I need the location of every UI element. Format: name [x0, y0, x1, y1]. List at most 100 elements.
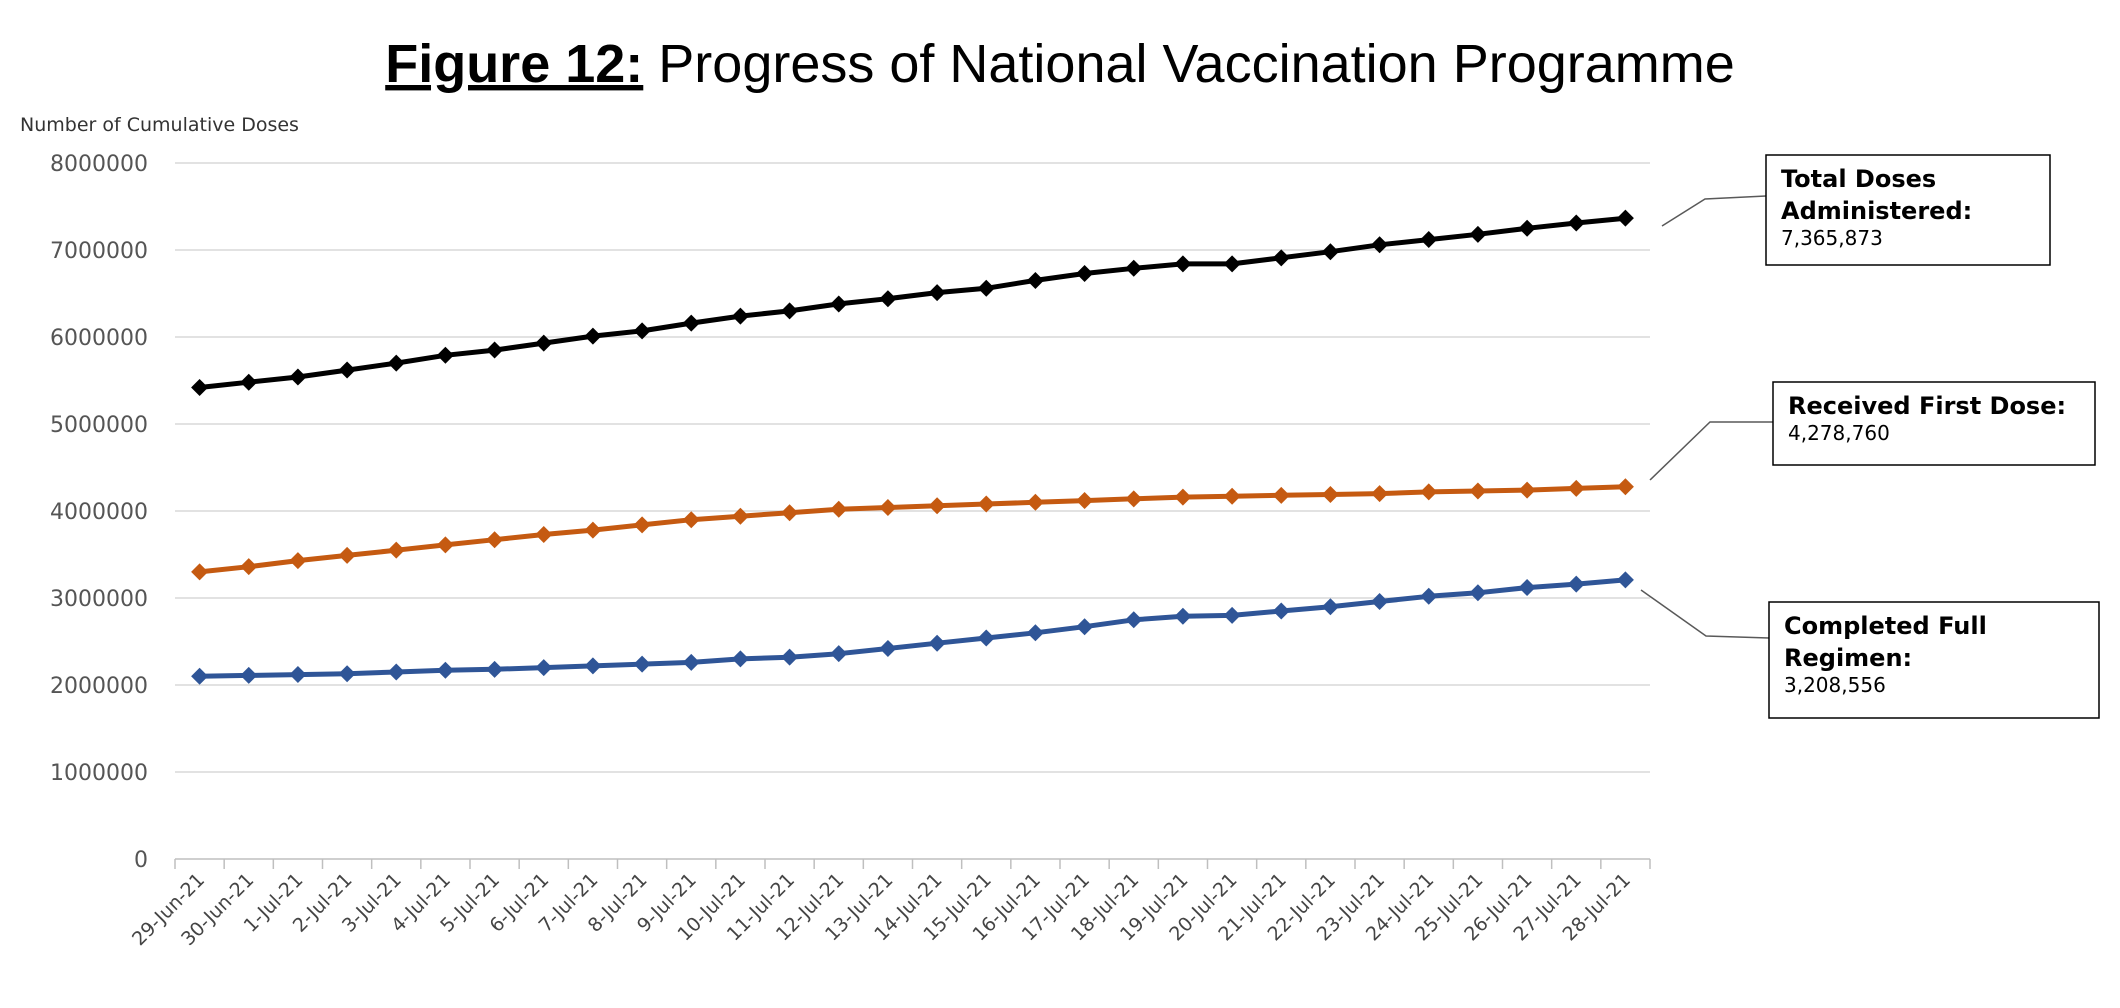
data-point-first: [1223, 487, 1241, 505]
data-point-total: [731, 307, 749, 325]
data-point-total: [1469, 225, 1487, 243]
data-point-full: [1076, 618, 1094, 636]
y-axis-ticks: 0 1000000 2000000 3000000 4000000 5000000 6000…: [50, 152, 148, 873]
data-point-full: [535, 659, 553, 677]
data-point-total: [1371, 236, 1389, 254]
data-point-first: [535, 525, 553, 543]
data-point-total: [191, 378, 209, 396]
data-point-first: [879, 499, 897, 517]
data-point-full: [682, 653, 700, 671]
data-point-total: [387, 354, 405, 372]
callout-heading: Total Doses: [1781, 165, 1936, 193]
data-point-first: [1469, 482, 1487, 500]
data-point-full: [486, 660, 504, 678]
data-point-total: [1272, 249, 1290, 267]
callout-heading: Completed Full: [1784, 612, 1987, 640]
data-point-full: [1518, 579, 1536, 597]
data-point-total: [240, 373, 258, 391]
data-point-first: [486, 531, 504, 549]
data-point-total: [879, 290, 897, 308]
data-point-full: [1616, 571, 1634, 589]
series-line-first: [199, 484, 1626, 575]
gridlines: [175, 162, 1650, 773]
series-line-full: [199, 577, 1626, 679]
data-point-total: [1125, 259, 1143, 277]
data-point-full: [240, 666, 258, 684]
data-point-first: [436, 536, 454, 554]
data-point-total: [338, 361, 356, 379]
data-point-first: [633, 516, 651, 534]
data-point-total: [584, 327, 602, 345]
data-point-first: [338, 546, 356, 564]
y-tick-label: 1000000: [50, 761, 148, 786]
data-point-first: [1174, 488, 1192, 506]
data-point-first: [928, 497, 946, 515]
callout-box: [1765, 154, 2051, 266]
callout-value: 3,208,556: [1784, 673, 1886, 697]
data-point-full: [436, 661, 454, 679]
data-point-total: [1616, 209, 1634, 227]
y-tick-label: 2000000: [50, 674, 148, 699]
callout-box: [1768, 601, 2100, 719]
data-point-first: [731, 507, 749, 525]
data-point-total: [1076, 264, 1094, 282]
data-point-total: [633, 322, 651, 340]
callout-leader-line: [1640, 589, 1770, 639]
data-point-total: [977, 279, 995, 297]
data-point-full: [1567, 575, 1585, 593]
data-point-total: [436, 346, 454, 364]
series-total: [191, 209, 1634, 396]
data-point-full: [1125, 611, 1143, 629]
y-tick-label: 4000000: [50, 500, 148, 525]
data-point-full: [387, 663, 405, 681]
data-point-first: [191, 563, 209, 581]
y-tick-label: 8000000: [50, 152, 148, 177]
data-point-total: [1518, 219, 1536, 237]
data-point-full: [338, 665, 356, 683]
x-axis: 29-Jun-2130-Jun-211-Jul-212-Jul-213-Jul-…: [128, 858, 1651, 950]
data-point-total: [830, 295, 848, 313]
series-full: [191, 571, 1634, 685]
data-point-full: [731, 650, 749, 668]
data-point-total: [289, 368, 307, 386]
data-point-total: [1223, 255, 1241, 273]
data-point-total: [1174, 255, 1192, 273]
data-point-first: [1518, 481, 1536, 499]
data-point-full: [1469, 584, 1487, 602]
data-point-full: [830, 645, 848, 663]
data-point-total: [1026, 271, 1044, 289]
y-tick-label: 7000000: [50, 239, 148, 264]
callout-heading: Regimen:: [1784, 644, 1912, 672]
data-point-first: [682, 511, 700, 529]
callout-total: Total Doses Administered:7,365,873: [1661, 154, 2051, 266]
y-tick-label: 3000000: [50, 587, 148, 612]
data-point-first: [1567, 479, 1585, 497]
data-point-full: [191, 667, 209, 685]
data-point-first: [1371, 485, 1389, 503]
data-point-total: [1321, 243, 1339, 261]
data-point-full: [1174, 607, 1192, 625]
data-point-full: [633, 655, 651, 673]
data-series: [191, 209, 1634, 685]
data-point-full: [1420, 587, 1438, 605]
series-line-total: [199, 215, 1626, 390]
data-point-total: [535, 334, 553, 352]
callout-first: Received First Dose:4,278,760: [1649, 381, 2096, 481]
data-point-first: [1321, 485, 1339, 503]
data-point-full: [1272, 602, 1290, 620]
data-point-first: [1076, 492, 1094, 510]
series-first: [191, 478, 1634, 581]
data-point-total: [1420, 231, 1438, 249]
series-callouts: Total Doses Administered:7,365,873 Receive…: [1640, 154, 2100, 719]
data-point-first: [977, 495, 995, 513]
data-point-full: [928, 634, 946, 652]
y-axis-label: Number of Cumulative Doses: [20, 114, 299, 136]
callout-heading: Administered:: [1781, 197, 1972, 225]
figure-label: Figure 12:: [385, 34, 643, 94]
figure-title-text: Progress of National Vaccination Program…: [643, 34, 1735, 94]
data-point-total: [781, 302, 799, 320]
data-point-full: [879, 639, 897, 657]
data-point-full: [1321, 598, 1339, 616]
data-point-first: [1616, 478, 1634, 496]
